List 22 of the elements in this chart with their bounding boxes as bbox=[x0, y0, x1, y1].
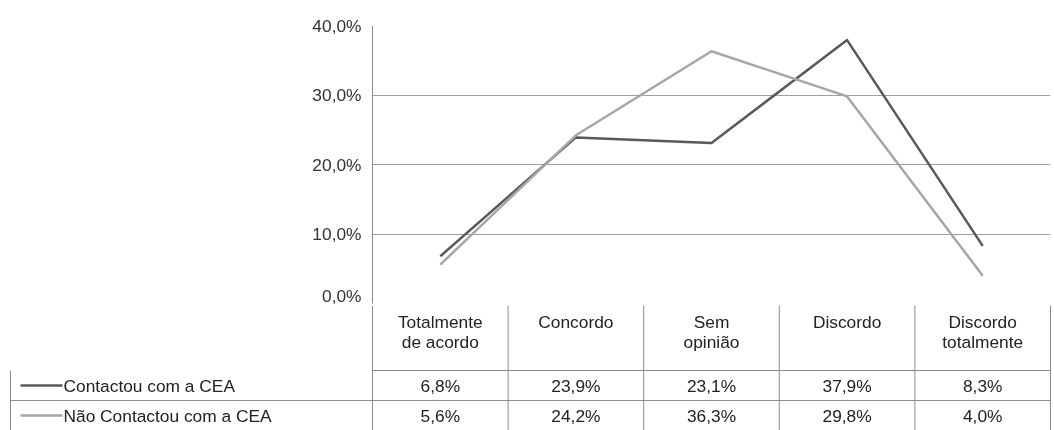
data-label: 23,1% bbox=[686, 375, 737, 396]
y-tick-label: 30,0% bbox=[312, 85, 362, 105]
legend-label: Contactou com a CEA bbox=[63, 375, 236, 396]
data-label: 4,0% bbox=[962, 405, 1003, 426]
data-label: 29,8% bbox=[822, 405, 872, 426]
data-label: 6,8% bbox=[420, 375, 461, 396]
y-tick-label: 40,0% bbox=[312, 15, 362, 36]
data-label: 23,9% bbox=[551, 375, 601, 396]
x-tick-label: Concordo bbox=[538, 311, 614, 332]
x-tick-label: Discordo bbox=[812, 311, 882, 332]
x-tick-label: Discordo totalmente bbox=[942, 311, 1024, 352]
x-tick-label: Totalmente de acordo bbox=[397, 311, 483, 352]
data-label: 8,3% bbox=[962, 375, 1003, 396]
y-tick-label: 10,0% bbox=[312, 224, 362, 244]
y-tick-label: 0,0% bbox=[322, 285, 362, 306]
x-tick-label: Sem opinião bbox=[683, 311, 740, 352]
data-label: 5,6% bbox=[420, 405, 461, 426]
legend-label: Não Contactou com a CEA bbox=[63, 405, 272, 426]
y-tick-label: 20,0% bbox=[312, 154, 362, 175]
data-label: 36,3% bbox=[686, 405, 737, 426]
data-label: 37,9% bbox=[822, 375, 872, 396]
data-label: 24,2% bbox=[551, 405, 601, 426]
